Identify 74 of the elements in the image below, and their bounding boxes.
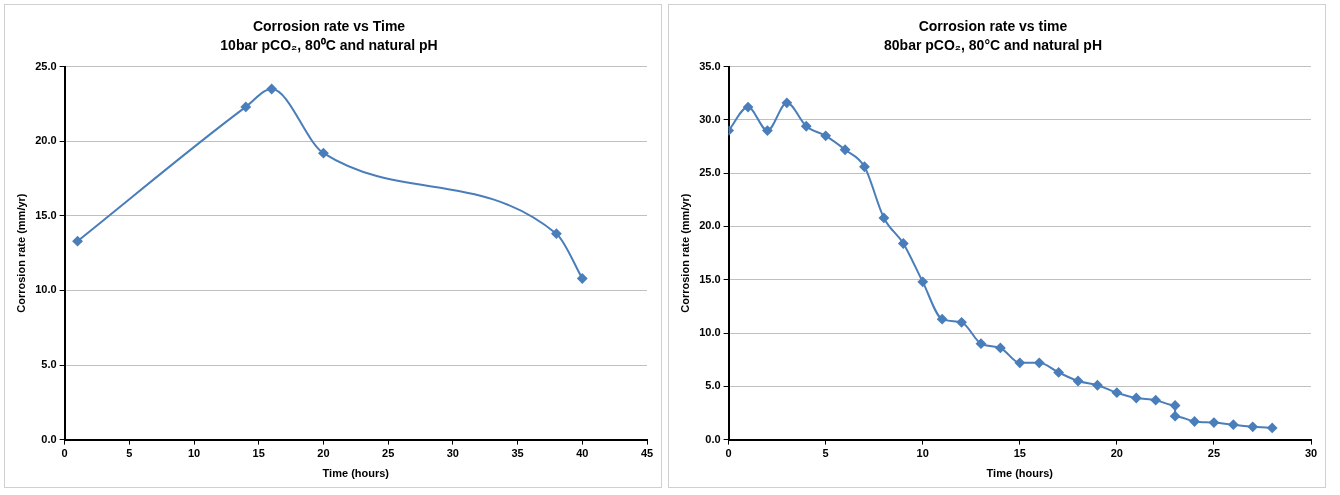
point [1267, 422, 1278, 433]
y-tick-label: 15.0 [699, 272, 721, 285]
point [1131, 393, 1142, 404]
y-axis-title: Corrosion rate (mm/yr) [14, 193, 27, 313]
point [551, 228, 562, 239]
point [995, 342, 1006, 353]
x-tick-label: 15 [252, 447, 265, 460]
y-tick-label: 25.0 [699, 166, 721, 179]
x-tick-label: 45 [640, 447, 654, 460]
x-tick-label: 5 [822, 447, 829, 460]
point [1014, 357, 1025, 368]
point [1208, 417, 1219, 428]
chart-subtitle: 10bar pCO₂, 80⁰C and natural pH [220, 37, 438, 54]
y-tick-label: 10.0 [35, 283, 57, 296]
x-axis-title: Time (hours) [986, 467, 1054, 480]
x-axis-title: Time (hours) [322, 467, 390, 480]
point [956, 317, 967, 328]
point [318, 148, 329, 159]
point [762, 125, 773, 136]
y-axis-title: Corrosion rate (mm/yr) [678, 193, 691, 313]
point [743, 102, 754, 113]
point [781, 97, 792, 108]
y-tick-label: 20.0 [35, 134, 57, 147]
chart-title: Corrosion rate vs time [918, 18, 1068, 35]
y-tick-label: 5.0 [705, 379, 721, 392]
point [1228, 419, 1239, 430]
point [975, 338, 986, 349]
point [1170, 400, 1181, 411]
y-tick-label: 0.0 [705, 432, 721, 445]
x-tick-label: 10 [187, 447, 201, 460]
point [917, 276, 928, 287]
point [1111, 387, 1122, 398]
point [1073, 375, 1084, 386]
y-tick-label: 20.0 [699, 219, 721, 232]
point [240, 101, 251, 112]
x-tick-label: 0 [61, 447, 68, 460]
point [1034, 357, 1045, 368]
x-tick-label: 0 [725, 447, 732, 460]
y-tick-label: 0.0 [41, 432, 57, 445]
x-tick-label: 30 [1304, 447, 1318, 460]
x-tick-label: 10 [916, 447, 929, 460]
chart-subtitle: 80bar pCO₂, 80°C and natural pH [884, 37, 1102, 54]
x-tick-label: 20 [317, 447, 330, 460]
y-tick-label: 30.0 [699, 112, 721, 125]
y-tick-label: 5.0 [41, 358, 57, 371]
x-tick-label: 35 [511, 447, 524, 460]
y-tick-label: 25.0 [35, 59, 57, 72]
point [820, 130, 831, 141]
x-tick-label: 20 [1110, 447, 1123, 460]
x-tick-label: 30 [446, 447, 459, 460]
point [1170, 411, 1181, 422]
point [898, 238, 909, 249]
point [1247, 421, 1258, 432]
point [878, 212, 889, 223]
x-tick-label: 25 [382, 447, 395, 460]
chart-title: Corrosion rate vs Time [252, 18, 406, 35]
x-tick-label: 25 [1207, 447, 1221, 460]
y-tick-label: 15.0 [35, 208, 57, 221]
point [937, 314, 948, 325]
x-tick-label: 15 [1013, 447, 1026, 460]
point [840, 144, 851, 155]
y-tick-label: 10.0 [699, 326, 721, 339]
point [801, 121, 812, 132]
point [859, 161, 870, 172]
point [1092, 380, 1103, 391]
point [1053, 367, 1064, 378]
x-tick-label: 5 [126, 447, 133, 460]
x-tick-label: 40 [576, 447, 589, 460]
point [1189, 416, 1200, 427]
point [72, 236, 83, 247]
point [1150, 395, 1161, 406]
point [577, 273, 588, 284]
y-tick-label: 35.0 [699, 59, 721, 72]
point [266, 83, 277, 94]
